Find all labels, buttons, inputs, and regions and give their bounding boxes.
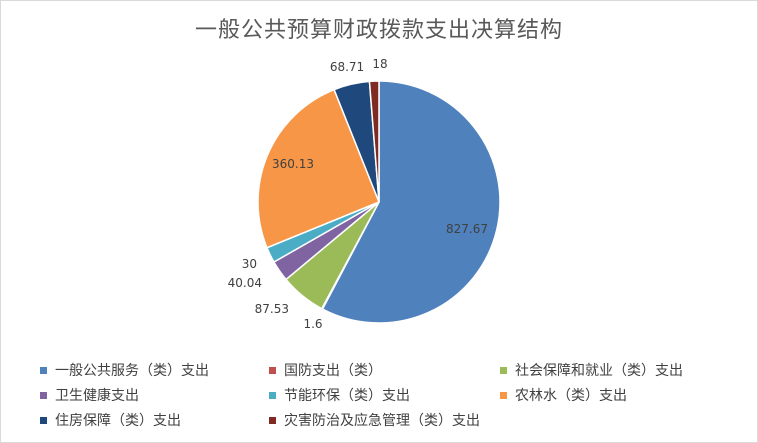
legend-swatch: [500, 366, 507, 374]
legend-swatch: [500, 391, 507, 399]
legend-swatch: [40, 416, 47, 424]
chart-title: 一般公共预算财政拨款支出决算结构: [194, 18, 563, 43]
legend-label: 住房保障（类）支出: [55, 413, 181, 429]
pie-slice: [368, 80, 380, 203]
data-label: 40.04: [228, 276, 262, 290]
data-label: 1.6: [303, 317, 322, 331]
legend-label: 节能环保（类）支出: [284, 388, 410, 404]
legend-swatch: [269, 391, 276, 399]
data-label: 87.53: [255, 302, 289, 316]
data-label: 30: [242, 257, 257, 271]
legend-item: 住房保障（类）支出: [40, 410, 181, 430]
legend-label: 卫生健康支出: [55, 388, 139, 404]
legend-swatch: [40, 391, 47, 399]
legend-label: 农林水（类）支出: [515, 388, 627, 404]
legend-label: 灾害防治及应急管理（类）支出: [284, 413, 480, 429]
legend-label: 一般公共服务（类）支出: [55, 363, 209, 379]
legend-swatch: [40, 366, 47, 374]
legend-item: 国防支出（类）: [269, 360, 382, 380]
legend-label: 社会保障和就业（类）支出: [515, 363, 683, 379]
legend-item: 一般公共服务（类）支出: [40, 360, 209, 380]
legend-item: 社会保障和就业（类）支出: [500, 360, 683, 380]
data-label: 18: [372, 57, 387, 71]
legend-swatch: [269, 366, 276, 374]
legend-item: 灾害防治及应急管理（类）支出: [269, 410, 480, 430]
legend-swatch: [269, 416, 276, 424]
pie-slice: [257, 88, 380, 249]
legend-label: 国防支出（类）: [284, 363, 382, 379]
pie-slice: [321, 80, 501, 324]
data-label: 360.13: [272, 157, 314, 171]
legend-item: 卫生健康支出: [40, 385, 139, 405]
legend-item: 农林水（类）支出: [500, 385, 627, 405]
data-label: 827.67: [446, 222, 488, 236]
legend-item: 节能环保（类）支出: [269, 385, 410, 405]
data-label: 68.71: [330, 60, 364, 74]
